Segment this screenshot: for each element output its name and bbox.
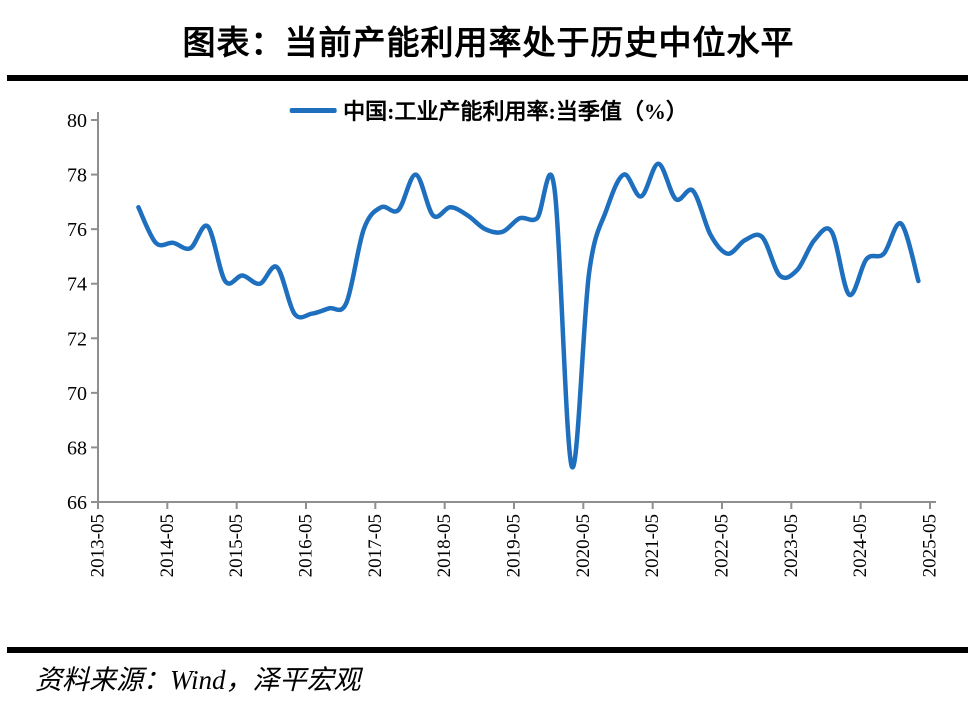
x-tick-label: 2014-05 <box>157 514 178 577</box>
source-note: 资料来源：Wind，泽平宏观 <box>35 665 361 695</box>
x-tick-label: 2025-05 <box>920 514 941 577</box>
bottom-divider <box>7 647 968 653</box>
legend-line-swatch <box>289 107 337 113</box>
x-tick-label: 2023-05 <box>781 514 802 577</box>
x-tick-label: 2021-05 <box>642 514 663 577</box>
y-tick-label: 74 <box>67 274 87 296</box>
x-tick-label: 2024-05 <box>850 514 871 577</box>
x-tick-label: 2019-05 <box>504 514 525 577</box>
y-tick-label: 68 <box>67 437 87 459</box>
x-tick-label: 2022-05 <box>712 514 733 577</box>
y-tick-label: 66 <box>67 492 87 514</box>
x-tick-label: 2018-05 <box>434 514 455 577</box>
figure-title: 图表：当前产能利用率处于历史中位水平 <box>182 26 795 62</box>
x-tick-label: 2016-05 <box>296 514 317 577</box>
x-tick-label: 2015-05 <box>226 514 247 577</box>
x-tick-label: 2017-05 <box>365 514 386 577</box>
y-tick-label: 78 <box>67 165 87 187</box>
x-tick-label: 2013-05 <box>88 514 109 577</box>
y-tick-label: 70 <box>67 383 87 405</box>
y-tick-label: 72 <box>67 328 87 350</box>
top-divider <box>7 75 968 81</box>
chart-legend: 中国:工业产能利用率:当季值（%） <box>289 94 688 126</box>
x-tick-label: 2020-05 <box>573 514 594 577</box>
y-tick-label: 80 <box>67 110 87 132</box>
capacity-utilization-series-line <box>136 161 921 470</box>
legend-label: 中国:工业产能利用率:当季值（%） <box>343 99 688 124</box>
y-tick-label: 76 <box>67 219 87 241</box>
